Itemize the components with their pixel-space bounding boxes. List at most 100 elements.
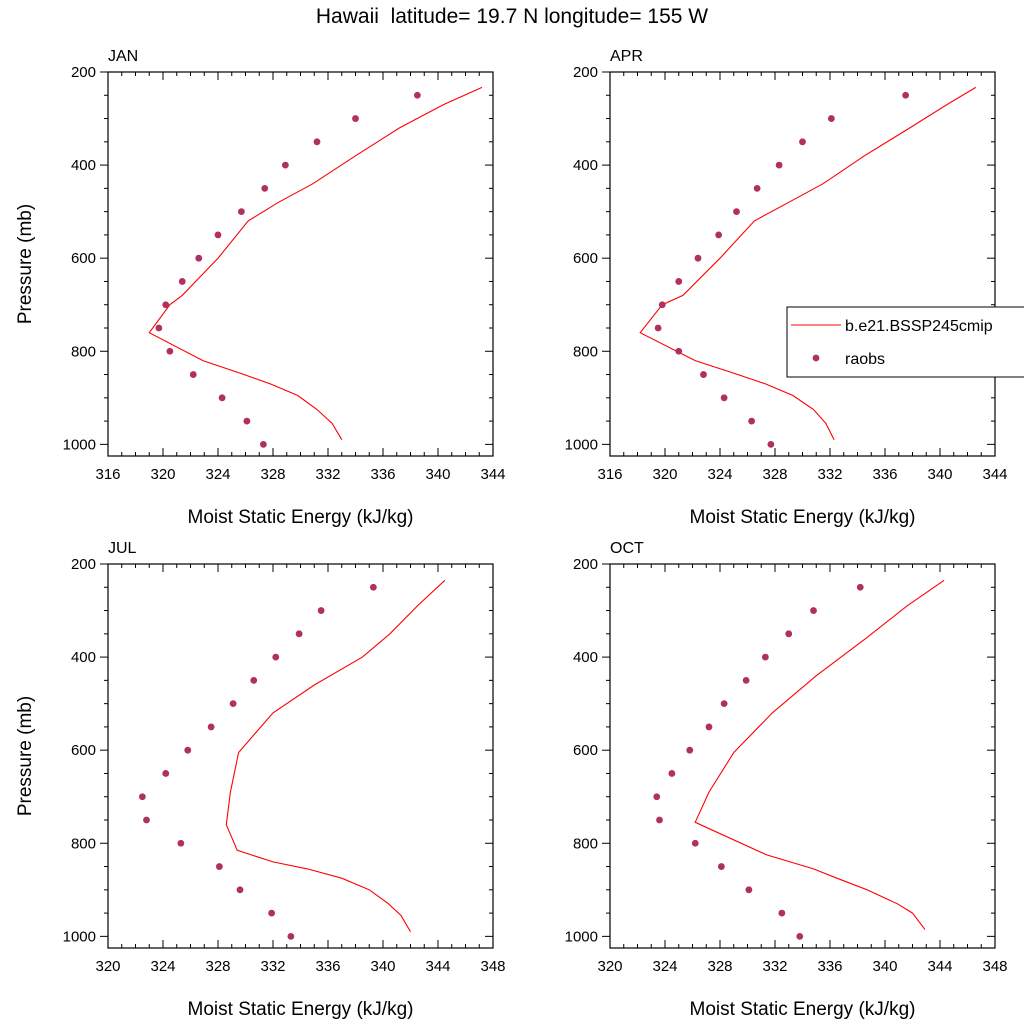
x-tick-label: 320 [95,958,120,975]
raobs-point [281,161,289,169]
y-tick-label: 800 [71,835,96,852]
x-tick-label: 344 [480,466,505,483]
raobs-point [675,278,683,285]
raobs-point [313,138,321,146]
x-tick-label: 324 [652,958,677,975]
raobs-point [236,886,244,894]
raobs-point [799,138,806,146]
model-series-line [225,579,446,932]
raobs-point [162,770,170,777]
raobs-point [733,208,740,216]
raobs-point [745,886,753,894]
raobs-point [214,231,222,239]
x-tick-label: 320 [597,958,622,975]
raobs-point [259,440,267,448]
raobs-point [796,932,804,940]
x-tick-label: 344 [982,466,1007,483]
y-tick-label: 200 [71,64,96,81]
x-tick-label: 320 [652,466,677,483]
raobs-point [272,653,280,661]
raobs-point [902,91,910,99]
plot-frame [107,71,494,457]
raobs-point [243,417,251,425]
x-tick-label: 340 [872,958,897,975]
raobs-point [810,607,817,614]
y-tick-label: 400 [71,157,96,174]
raobs-point [184,746,192,754]
y-tick-label: 1000 [565,928,598,945]
y-tick-label: 600 [71,250,96,267]
panel-title: JAN [108,48,138,65]
raobs-point [207,723,215,731]
panel-jan: 316 320 324 328 332 336 340 344 200 400 600 800 1000… [15,48,506,528]
raobs-point [413,91,421,99]
raobs-point [856,583,864,591]
model-series-line [639,86,977,440]
y-tick-label: 200 [573,556,598,573]
raobs-point [261,184,269,192]
x-tick-label: 340 [927,466,952,483]
x-tick-label: 332 [817,466,842,483]
x-tick-label: 328 [260,466,285,483]
x-tick-label: 324 [707,466,732,483]
raobs-point [700,371,707,378]
x-tick-label: 348 [480,958,505,975]
raobs-point [189,371,197,378]
legend-box [786,306,1024,378]
raobs-point [717,863,725,870]
raobs-point [658,301,666,309]
raobs-point [218,394,226,402]
x-tick-label: 328 [205,958,230,975]
raobs-point [742,676,750,684]
raobs-point [675,347,683,355]
y-tick-label: 600 [71,742,96,759]
x-tick-label: 316 [95,466,120,483]
panel-title: JUL [108,540,137,557]
legend: b.e21.BSSP245cmip raobs [786,306,1024,378]
raobs-point [155,324,163,332]
figure-title: Hawaii latitude= 19.7 N longitude= 155 W [315,5,709,28]
x-tick-label: 340 [425,466,450,483]
x-tick-label: 332 [260,958,285,975]
x-tick-label: 340 [370,958,395,975]
x-axis-title: Moist Static Energy (kJ/kg) [188,507,414,528]
raobs-point [785,630,793,638]
y-tick-label: 800 [573,835,598,852]
raobs-point [317,607,325,614]
panel-jul: 320 324 328 332 336 340 344 348 200 400 600 800 1000… [15,540,506,1020]
x-tick-label: 328 [762,466,787,483]
y-tick-label: 800 [71,343,96,360]
raobs-point [761,653,769,661]
raobs-point [720,394,728,402]
panel-oct: 320 324 328 332 336 340 344 348 200 400 600 800 1000… [565,540,1008,1020]
raobs-point [720,700,728,708]
x-tick-label: 332 [762,958,787,975]
y-tick-label: 200 [71,556,96,573]
raobs-point [295,630,303,638]
x-tick-label: 328 [707,958,732,975]
raobs-point [177,839,185,847]
x-axis-title: Moist Static Energy (kJ/kg) [690,999,916,1020]
raobs-point [715,231,723,239]
raobs-point [287,932,295,940]
y-tick-label: 1000 [63,436,96,453]
panel-title: OCT [610,540,644,557]
x-axis-title: Moist Static Energy (kJ/kg) [690,507,916,528]
plot-frame [107,563,494,949]
raobs-point [686,746,694,754]
raobs-point [138,793,146,801]
raobs-point [162,301,170,309]
raobs-point [656,816,663,824]
x-tick-label: 336 [315,958,340,975]
raobs-point [748,417,756,425]
panel-title: APR [610,48,643,65]
raobs-point [827,115,835,122]
legend-dot-swatch [812,354,820,362]
x-tick-label: 336 [370,466,395,483]
y-tick-label: 600 [573,742,598,759]
raobs-point [369,583,377,591]
raobs-point [143,816,150,824]
model-series-line [694,579,945,930]
y-tick-label: 800 [573,343,598,360]
